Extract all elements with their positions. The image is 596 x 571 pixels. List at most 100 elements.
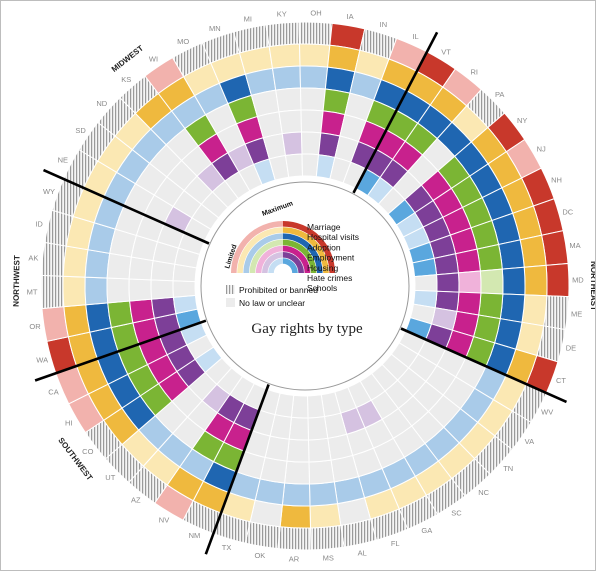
legend-arc-limited-hate-crimes xyxy=(262,252,283,273)
segment-me-employment xyxy=(478,292,504,320)
segment-ky-hate-crimes xyxy=(281,131,303,157)
legend-arc-limited-housing xyxy=(255,245,283,273)
state-label-nh: NH xyxy=(551,175,562,184)
segment-md-marriage xyxy=(545,262,570,298)
segment-oh-hospital-visits xyxy=(298,43,331,68)
segment-ar-adoption xyxy=(281,482,311,507)
state-label-ny: NY xyxy=(517,116,527,125)
segment-ar-marriage xyxy=(277,526,312,551)
state-label-md: MD xyxy=(572,275,584,284)
state-label-ga: GA xyxy=(421,526,432,535)
segment-ar-schools xyxy=(290,394,309,419)
segment-mt-hate-crimes xyxy=(150,279,175,300)
legend-arc-max-marriage xyxy=(283,221,335,273)
state-segments xyxy=(40,21,570,551)
state-label-me: ME xyxy=(571,310,582,319)
state-label-mo: MO xyxy=(177,37,189,46)
legend-swatch-none xyxy=(226,298,235,307)
region-label-midwest: MIDWEST xyxy=(110,44,145,74)
segment-ma-adoption xyxy=(498,239,525,270)
segment-ar-housing xyxy=(286,438,310,463)
segment-ar-employment xyxy=(284,460,311,485)
segment-mt-hospital-visits xyxy=(62,275,87,308)
state-label-ct: CT xyxy=(556,376,566,385)
legend-label-employment: Employment xyxy=(307,253,355,263)
state-label-ar: AR xyxy=(289,554,300,563)
segment-ms-employment xyxy=(308,459,335,485)
region-label-northwest: NORTHWEST xyxy=(12,255,22,307)
segment-ma-employment xyxy=(476,243,503,272)
segment-me-adoption xyxy=(499,293,526,323)
legend-arc-limited-marriage xyxy=(231,221,283,273)
segment-md-housing xyxy=(457,270,482,294)
state-label-mt: MT xyxy=(27,288,38,297)
segment-ak-employment xyxy=(106,252,132,280)
state-label-vt: VT xyxy=(441,48,451,57)
state-label-sd: SD xyxy=(75,126,86,135)
legend-arc-limited-adoption xyxy=(243,233,283,273)
chart-title: Gay rights by type xyxy=(251,321,363,337)
segment-ms-marriage xyxy=(309,524,345,551)
state-label-ca: CA xyxy=(48,388,58,397)
state-label-ok: OK xyxy=(254,551,265,560)
segment-mt-marriage xyxy=(40,274,65,310)
legend-label-marriage: Marriage xyxy=(307,222,341,232)
region-label-southwest: SOUTHWEST xyxy=(56,436,94,482)
state-label-ky: KY xyxy=(277,10,287,19)
segment-ky-employment xyxy=(275,87,302,113)
segment-ky-housing xyxy=(278,109,303,135)
state-label-wa: WA xyxy=(36,355,48,364)
legend-arc-max-hospital-visits xyxy=(283,227,329,273)
state-label-nc: NC xyxy=(478,488,489,497)
segment-md-adoption xyxy=(501,266,526,296)
segment-md-hospital-visits xyxy=(523,264,548,297)
legend-arc-limited-schools xyxy=(268,258,283,273)
state-label-nj: NJ xyxy=(537,145,546,154)
state-label-ks: KS xyxy=(121,75,131,84)
state-label-ia: IA xyxy=(347,12,354,21)
segment-oh-employment xyxy=(299,87,326,112)
region-divider xyxy=(352,31,439,194)
segment-mt-adoption xyxy=(84,276,109,306)
segment-oh-hate-crimes xyxy=(300,131,322,156)
state-label-mi: MI xyxy=(244,15,252,24)
legend-arc-limited-hospital-visits xyxy=(237,227,283,273)
state-label-nv: NV xyxy=(159,515,169,524)
region-dividers xyxy=(34,31,568,555)
segment-ky-schools xyxy=(284,153,304,178)
state-label-wi: WI xyxy=(149,54,158,63)
legend-arc-max-schools xyxy=(283,258,298,273)
segment-ms-adoption xyxy=(308,481,339,507)
segment-mt-housing xyxy=(128,278,153,302)
legend-label-adoption: Adoption xyxy=(307,242,341,252)
legend-label-hate-crimes: Hate crimes xyxy=(307,273,352,283)
segment-or-employment xyxy=(107,300,134,329)
legend-arc-max-adoption xyxy=(283,233,323,273)
region-divider xyxy=(34,319,207,382)
state-label-id: ID xyxy=(35,220,43,229)
state-label-ut: UT xyxy=(105,473,115,482)
segment-ms-hospital-visits xyxy=(309,503,342,529)
region-divider xyxy=(204,384,270,555)
legend-label-none: No law or unclear xyxy=(239,298,305,308)
segment-ma-housing xyxy=(454,248,481,274)
state-label-wv: WV xyxy=(541,408,553,417)
state-label-tx: TX xyxy=(222,543,232,552)
state-label-va: VA xyxy=(525,437,534,446)
legend-label-prohibited: Prohibited or banned xyxy=(239,285,318,295)
region-label-southeast: SOUTHEAST xyxy=(280,569,329,570)
state-label-nm: NM xyxy=(189,531,201,540)
state-label-sc: SC xyxy=(451,509,462,518)
segment-ak-adoption xyxy=(84,249,111,279)
segment-ms-schools xyxy=(306,394,326,419)
legend-label-schools: Schools xyxy=(307,283,337,293)
segment-md-hate-crimes xyxy=(435,272,460,293)
segment-ms-hate-crimes xyxy=(307,415,329,441)
segment-oh-marriage xyxy=(298,21,333,46)
segment-ak-marriage xyxy=(40,241,67,277)
state-label-oh: OH xyxy=(310,9,321,18)
state-label-nd: ND xyxy=(96,99,107,108)
legend-arc-max-employment xyxy=(283,239,317,273)
